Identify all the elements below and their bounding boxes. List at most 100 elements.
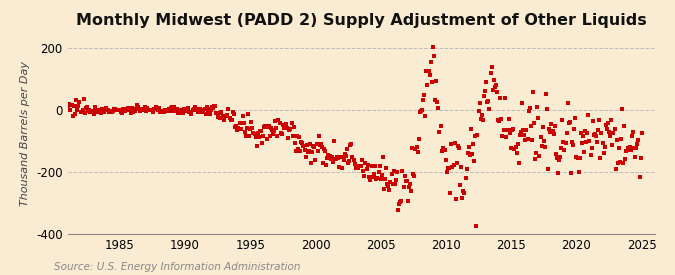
Point: [132, 103, 142, 107]
Point: [80, 106, 91, 110]
Point: [505, 131, 516, 135]
Point: [635, 156, 646, 160]
Point: [493, 118, 504, 123]
Point: [151, 106, 162, 111]
Point: [153, 106, 164, 111]
Point: [436, 149, 447, 153]
Point: [176, 108, 187, 112]
Point: [622, 145, 633, 150]
Point: [85, 109, 96, 114]
Point: [252, 131, 263, 136]
Point: [477, 112, 487, 117]
Point: [149, 107, 160, 111]
Point: [338, 155, 348, 159]
Point: [534, 153, 545, 158]
Point: [271, 126, 281, 130]
Point: [537, 125, 548, 129]
Point: [88, 112, 99, 116]
Point: [589, 133, 599, 137]
Point: [199, 106, 210, 111]
Point: [73, 103, 84, 108]
Point: [62, 104, 73, 108]
Point: [481, 79, 491, 84]
Point: [473, 109, 484, 113]
Point: [105, 108, 116, 113]
Point: [217, 114, 228, 119]
Point: [274, 121, 285, 125]
Point: [520, 138, 531, 143]
Point: [171, 108, 182, 112]
Point: [514, 133, 525, 138]
Point: [384, 188, 395, 192]
Point: [249, 132, 260, 136]
Point: [416, 108, 427, 112]
Point: [352, 165, 362, 170]
Point: [500, 134, 511, 139]
Y-axis label: Thousand Barrels per Day: Thousand Barrels per Day: [20, 61, 30, 206]
Point: [308, 144, 319, 148]
Point: [160, 108, 171, 112]
Point: [509, 147, 520, 152]
Point: [430, 98, 441, 102]
Point: [637, 131, 647, 135]
Point: [298, 144, 309, 148]
Point: [438, 148, 449, 152]
Point: [357, 158, 368, 162]
Point: [539, 139, 549, 144]
Point: [575, 131, 586, 135]
Point: [144, 108, 155, 112]
Point: [130, 109, 140, 113]
Point: [491, 83, 502, 88]
Point: [595, 155, 605, 160]
Point: [569, 127, 580, 132]
Point: [221, 114, 232, 118]
Point: [217, 116, 227, 120]
Point: [321, 163, 331, 167]
Point: [103, 108, 113, 112]
Point: [180, 109, 190, 113]
Point: [408, 171, 418, 176]
Point: [548, 131, 559, 136]
Point: [502, 128, 513, 133]
Point: [523, 109, 534, 113]
Point: [86, 110, 97, 114]
Point: [603, 130, 614, 134]
Point: [319, 147, 329, 152]
Point: [262, 124, 273, 129]
Point: [610, 167, 621, 172]
Point: [315, 142, 326, 147]
Point: [139, 105, 150, 110]
Point: [458, 189, 468, 193]
Point: [123, 106, 134, 110]
Point: [512, 142, 523, 147]
Point: [389, 182, 400, 187]
Point: [571, 155, 582, 159]
Point: [511, 151, 522, 156]
Point: [432, 100, 443, 105]
Point: [189, 105, 200, 110]
Point: [290, 141, 300, 145]
Point: [78, 108, 88, 112]
Point: [406, 189, 416, 193]
Point: [587, 119, 598, 124]
Point: [329, 139, 340, 144]
Point: [439, 148, 450, 152]
Point: [219, 118, 230, 122]
Point: [283, 136, 294, 141]
Point: [457, 196, 468, 200]
Point: [606, 118, 617, 122]
Point: [295, 149, 306, 153]
Point: [583, 113, 594, 117]
Point: [265, 126, 276, 130]
Point: [227, 110, 238, 114]
Point: [372, 175, 383, 180]
Point: [616, 137, 626, 141]
Point: [78, 97, 89, 101]
Point: [628, 146, 639, 151]
Point: [561, 131, 572, 135]
Point: [363, 175, 374, 179]
Point: [489, 85, 500, 89]
Point: [100, 106, 111, 110]
Point: [445, 191, 456, 195]
Point: [338, 158, 349, 163]
